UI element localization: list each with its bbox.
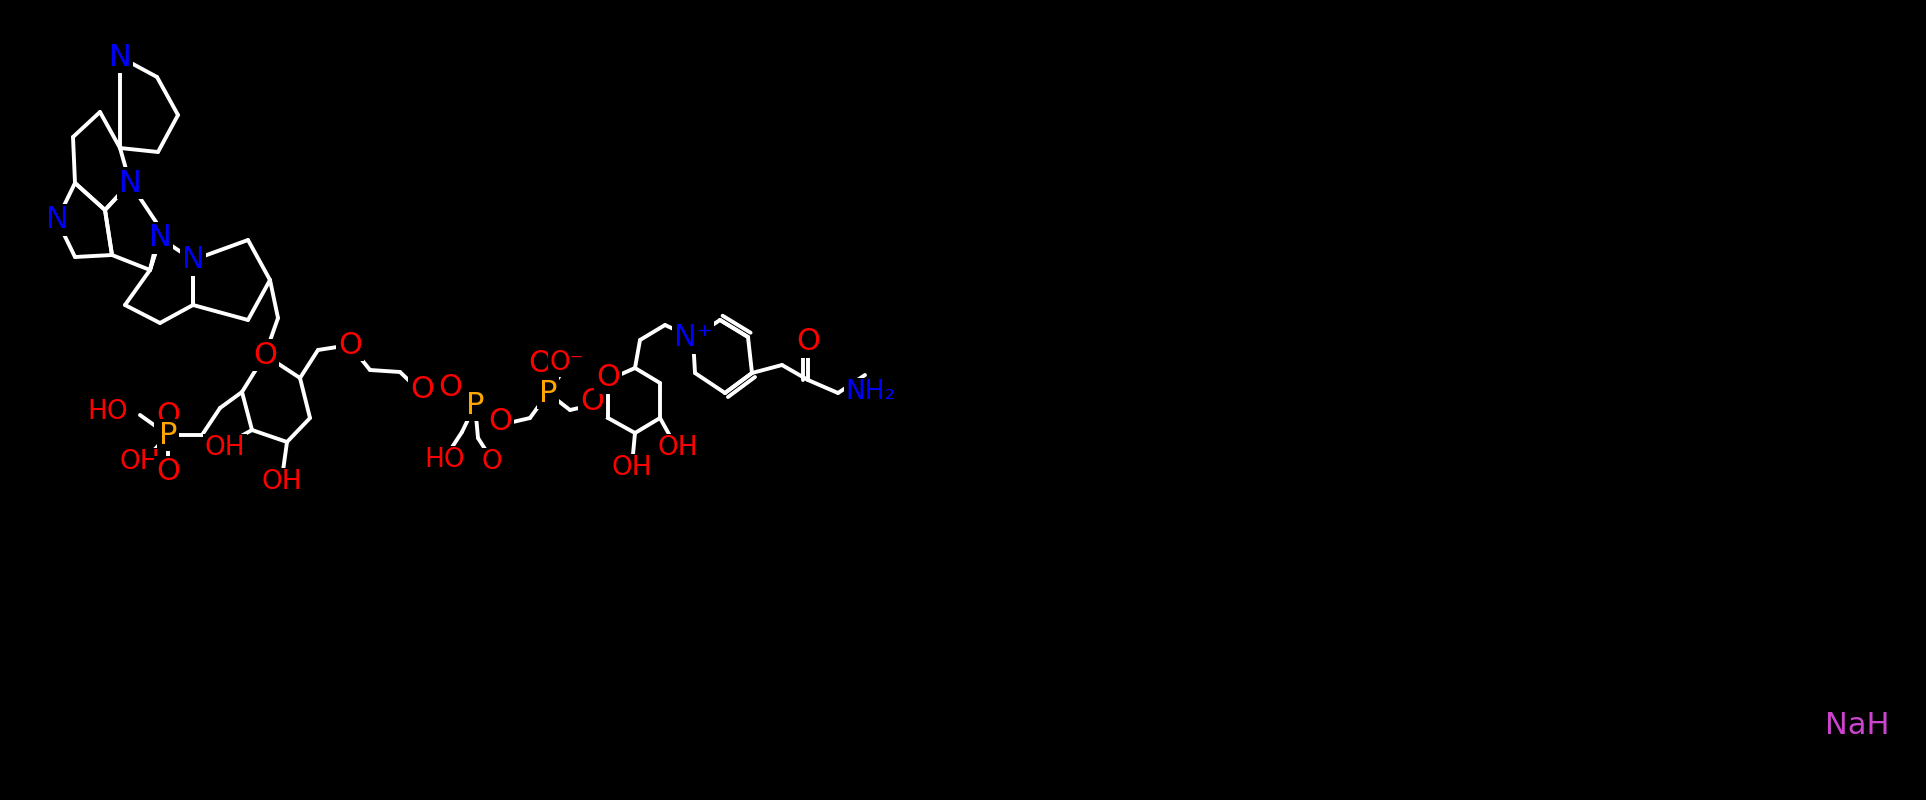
Text: O: O xyxy=(437,374,462,402)
Text: P: P xyxy=(158,421,177,450)
Text: N: N xyxy=(108,42,131,71)
Text: NH₂: NH₂ xyxy=(846,379,896,405)
Text: OH: OH xyxy=(119,449,160,475)
Text: NaH: NaH xyxy=(1826,710,1889,739)
Text: O: O xyxy=(482,449,503,475)
Text: HO: HO xyxy=(87,399,127,425)
Text: OH: OH xyxy=(204,435,245,461)
Text: O: O xyxy=(252,341,277,370)
Text: OH: OH xyxy=(657,435,699,461)
Text: O: O xyxy=(156,458,179,486)
Text: O: O xyxy=(795,327,820,357)
Text: N: N xyxy=(148,223,171,253)
Text: N: N xyxy=(46,206,69,234)
Text: P: P xyxy=(539,378,557,407)
Text: N: N xyxy=(119,169,141,198)
Text: P: P xyxy=(466,390,483,419)
Text: O: O xyxy=(337,330,362,359)
Text: N⁺: N⁺ xyxy=(674,323,713,353)
Text: O: O xyxy=(156,401,179,430)
Text: O: O xyxy=(595,363,620,393)
Text: O: O xyxy=(410,375,433,405)
Text: HO: HO xyxy=(426,447,466,473)
Text: O: O xyxy=(580,387,605,417)
Text: O⁻: O⁻ xyxy=(549,350,584,376)
Text: N: N xyxy=(181,246,204,274)
Text: O: O xyxy=(487,407,512,437)
Text: OH: OH xyxy=(262,469,302,495)
Text: OH: OH xyxy=(612,455,653,481)
Text: O: O xyxy=(528,349,553,378)
